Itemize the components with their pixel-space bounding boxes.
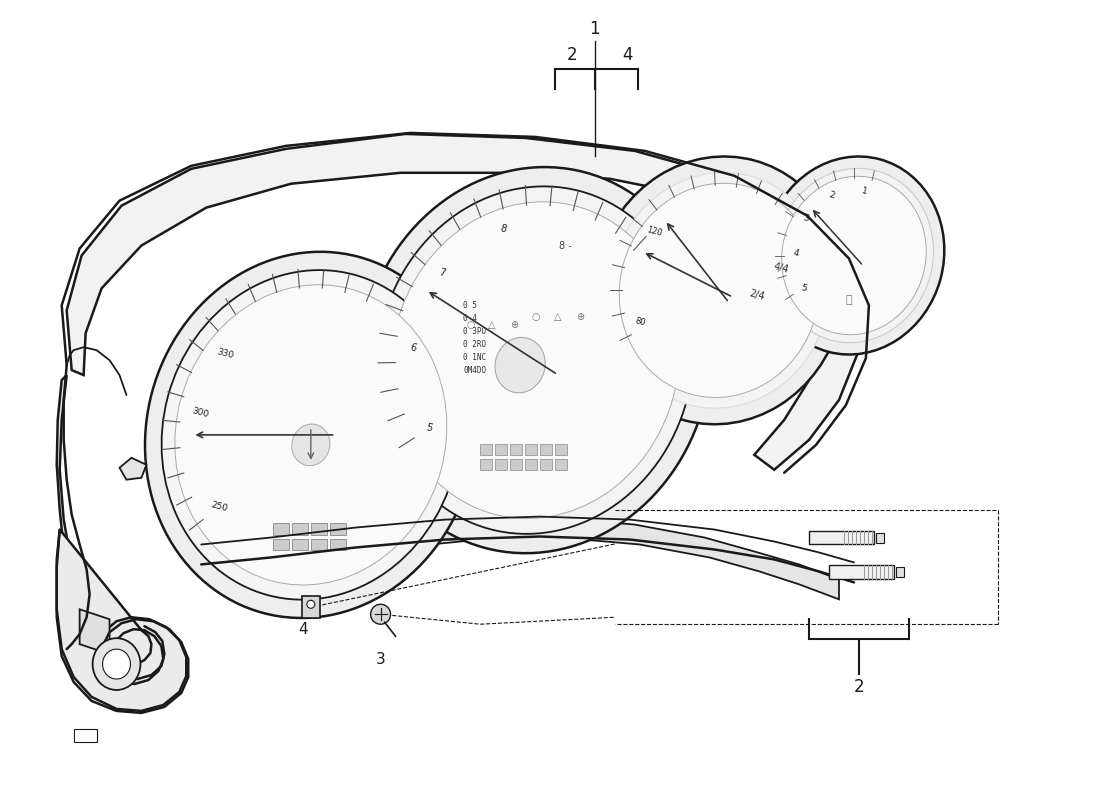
Bar	[311, 538, 327, 550]
Text: 2/4: 2/4	[748, 289, 766, 302]
Polygon shape	[201, 518, 839, 599]
Text: 6: 6	[409, 342, 418, 354]
Bar	[273, 538, 289, 550]
Text: 2: 2	[828, 190, 836, 201]
Bar	[525, 444, 537, 455]
Polygon shape	[67, 134, 859, 470]
Text: 8: 8	[499, 223, 508, 234]
Bar	[510, 458, 522, 470]
Text: ⊕: ⊕	[510, 320, 518, 330]
Ellipse shape	[390, 202, 679, 518]
Bar	[495, 458, 507, 470]
Circle shape	[307, 600, 315, 608]
Text: 5: 5	[800, 282, 807, 293]
Ellipse shape	[92, 638, 141, 690]
Ellipse shape	[145, 252, 476, 618]
Ellipse shape	[774, 168, 934, 342]
Ellipse shape	[175, 285, 447, 585]
Bar	[330, 522, 345, 534]
Polygon shape	[74, 729, 97, 742]
Text: 8 -: 8 -	[559, 241, 571, 250]
Text: 0 1NC: 0 1NC	[463, 353, 486, 362]
Ellipse shape	[619, 183, 820, 398]
Text: △: △	[554, 312, 562, 322]
Text: 0 2RO: 0 2RO	[463, 340, 486, 349]
Ellipse shape	[360, 167, 711, 553]
Text: 300: 300	[191, 406, 210, 420]
Bar	[829, 566, 894, 579]
Text: 250: 250	[210, 500, 229, 514]
Text: 3: 3	[376, 651, 385, 666]
Text: 🛢: 🛢	[846, 295, 852, 306]
Text: 5: 5	[425, 422, 433, 434]
Ellipse shape	[495, 338, 546, 393]
Bar	[481, 458, 492, 470]
Ellipse shape	[609, 173, 829, 408]
Text: 330: 330	[216, 348, 234, 361]
Ellipse shape	[377, 186, 693, 534]
Polygon shape	[57, 375, 91, 669]
Text: autoparts
motorparts: autoparts motorparts	[451, 404, 609, 456]
Bar	[895, 567, 904, 578]
Bar	[810, 530, 873, 545]
Text: △: △	[488, 320, 496, 330]
Text: 0 5: 0 5	[463, 301, 477, 310]
Text: 2: 2	[854, 678, 865, 696]
Text: 4: 4	[792, 248, 800, 258]
Text: 0 4: 0 4	[463, 314, 477, 322]
Bar	[556, 444, 566, 455]
Bar	[876, 533, 883, 542]
Text: 120: 120	[646, 225, 663, 238]
Bar	[540, 444, 552, 455]
Ellipse shape	[782, 176, 926, 334]
Ellipse shape	[102, 649, 131, 679]
Bar	[311, 522, 327, 534]
Circle shape	[371, 604, 390, 624]
Bar	[525, 458, 537, 470]
Text: 0 3PO: 0 3PO	[463, 326, 486, 336]
Text: ○: ○	[531, 312, 540, 322]
Text: 80: 80	[634, 316, 646, 327]
Text: 0M4DO: 0M4DO	[463, 366, 486, 374]
Bar	[330, 538, 345, 550]
Polygon shape	[120, 458, 146, 480]
Ellipse shape	[763, 157, 944, 354]
Ellipse shape	[594, 157, 845, 424]
Bar	[481, 444, 492, 455]
Bar	[301, 596, 320, 618]
Bar	[273, 522, 289, 534]
Text: 7: 7	[437, 267, 446, 278]
Text: 4/4: 4/4	[772, 262, 790, 275]
Polygon shape	[57, 530, 186, 711]
Polygon shape	[79, 610, 110, 654]
Text: 1: 1	[590, 20, 601, 38]
Text: 4: 4	[623, 46, 632, 64]
Bar	[556, 458, 566, 470]
Bar	[510, 444, 522, 455]
Bar	[292, 538, 308, 550]
Bar	[495, 444, 507, 455]
Ellipse shape	[162, 270, 460, 600]
Text: 2: 2	[566, 46, 578, 64]
Bar	[540, 458, 552, 470]
Text: ○: ○	[466, 320, 474, 330]
Bar	[292, 522, 308, 534]
Text: 3: 3	[802, 214, 810, 223]
Ellipse shape	[292, 424, 330, 466]
Text: 4: 4	[298, 622, 308, 637]
Text: ⊕: ⊕	[575, 312, 584, 322]
Text: 1: 1	[860, 186, 868, 197]
